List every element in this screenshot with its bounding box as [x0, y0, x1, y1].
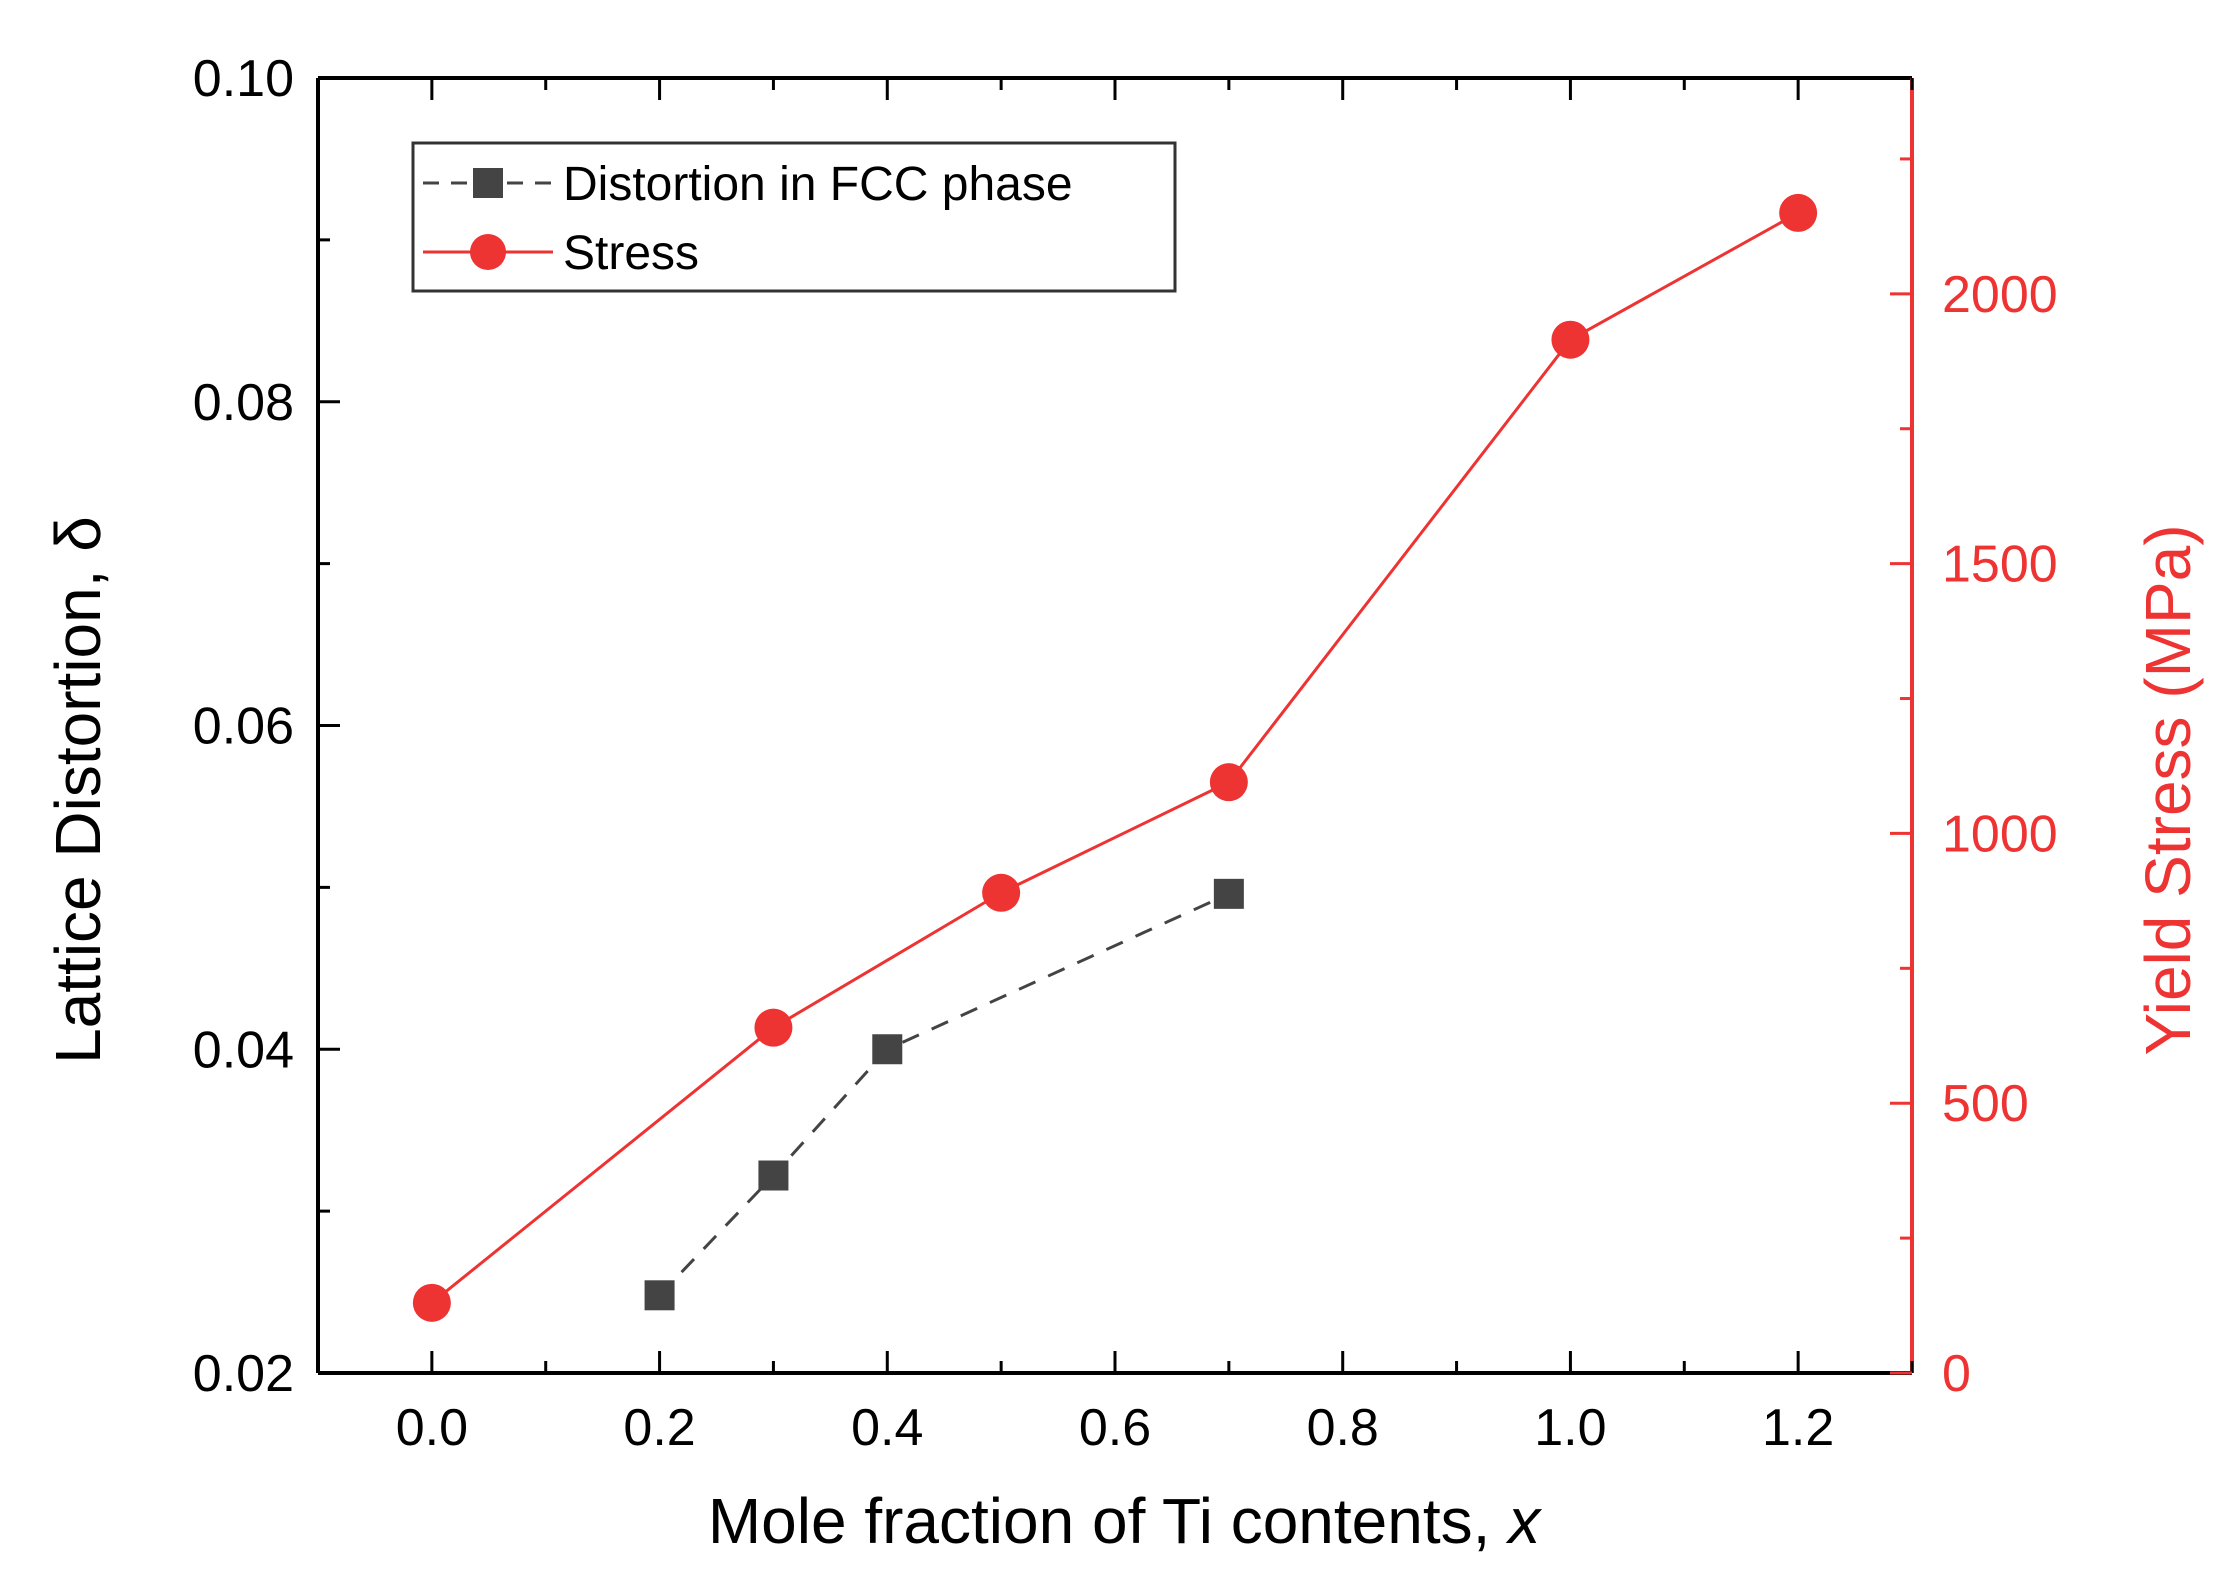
y-right-tick-label: 500 [1942, 1075, 2029, 1133]
y-left-tick-label: 0.04 [193, 1021, 294, 1079]
legend: Distortion in FCC phase Stress [411, 141, 1177, 293]
x-axis-label-text: Mole fraction of Ti contents, [708, 1485, 1508, 1557]
data-point-distortion [1213, 878, 1244, 909]
data-point-stress [1779, 193, 1818, 232]
data-point-stress [982, 873, 1021, 912]
x-axis-label: Mole fraction of Ti contents, x [708, 1485, 1542, 1557]
series-line-stress [430, 211, 1799, 1305]
x-axis-label-variable: x [1505, 1485, 1542, 1557]
series-group [412, 193, 1818, 1322]
data-point-stress [412, 1283, 451, 1322]
y-left-tick-label: 0.10 [193, 50, 294, 108]
x-tick-label: 1.0 [1534, 1399, 1606, 1457]
x-tick-label: 1.2 [1762, 1399, 1834, 1457]
data-point-distortion [872, 1034, 903, 1065]
data-point-distortion [758, 1160, 789, 1191]
y-right-axis-label: Yield Stress (MPa) [2132, 524, 2204, 1055]
y-right-tick-label: 1500 [1942, 536, 2058, 594]
legend-marker-stress [470, 234, 506, 270]
legend-label-stress: Stress [563, 227, 699, 280]
y-right-tick-label: 1000 [1942, 805, 2058, 863]
y-right-tick-label: 2000 [1942, 266, 2058, 324]
legend-label-distortion: Distortion in FCC phase [563, 158, 1073, 211]
ticks-group: 0.0 0.2 0.4 0.6 0.8 1.0 1.2 0.02 0.04 0.06 0.08 0.1… [193, 50, 2058, 1457]
y-left-tick-label: 0.08 [193, 374, 294, 432]
y-right-tick-label: 0 [1942, 1345, 1971, 1403]
x-tick-label: 0.0 [396, 1399, 468, 1457]
x-tick-label: 0.6 [1079, 1399, 1151, 1457]
y-left-tick-label: 0.02 [193, 1345, 294, 1403]
data-point-stress [1209, 763, 1248, 802]
series-line-distortion [658, 892, 1230, 1297]
legend-box [411, 141, 1177, 293]
x-tick-label: 0.4 [851, 1399, 923, 1457]
x-tick-label: 0.8 [1307, 1399, 1379, 1457]
axis-labels-group: Mole fraction of Ti contents, x Lattice … [42, 516, 2204, 1557]
data-point-stress [754, 1008, 793, 1047]
y-left-tick-label: 0.06 [193, 698, 294, 756]
data-point-distortion [644, 1280, 675, 1311]
x-tick-label: 0.2 [623, 1399, 695, 1457]
legend-marker-distortion [473, 168, 503, 198]
data-point-stress [1551, 320, 1590, 359]
y-left-axis-label: Lattice Distortion, δ [42, 516, 114, 1064]
